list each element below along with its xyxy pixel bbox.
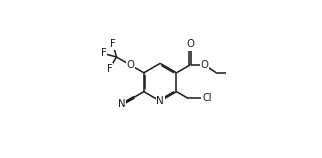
Text: F: F [100,49,106,58]
Text: F: F [110,39,116,49]
Text: N: N [118,99,126,109]
Text: N: N [156,96,164,106]
Text: F: F [107,64,113,74]
Text: Cl: Cl [203,93,212,103]
Text: O: O [126,60,134,70]
Text: O: O [186,39,194,49]
Text: O: O [200,60,208,70]
